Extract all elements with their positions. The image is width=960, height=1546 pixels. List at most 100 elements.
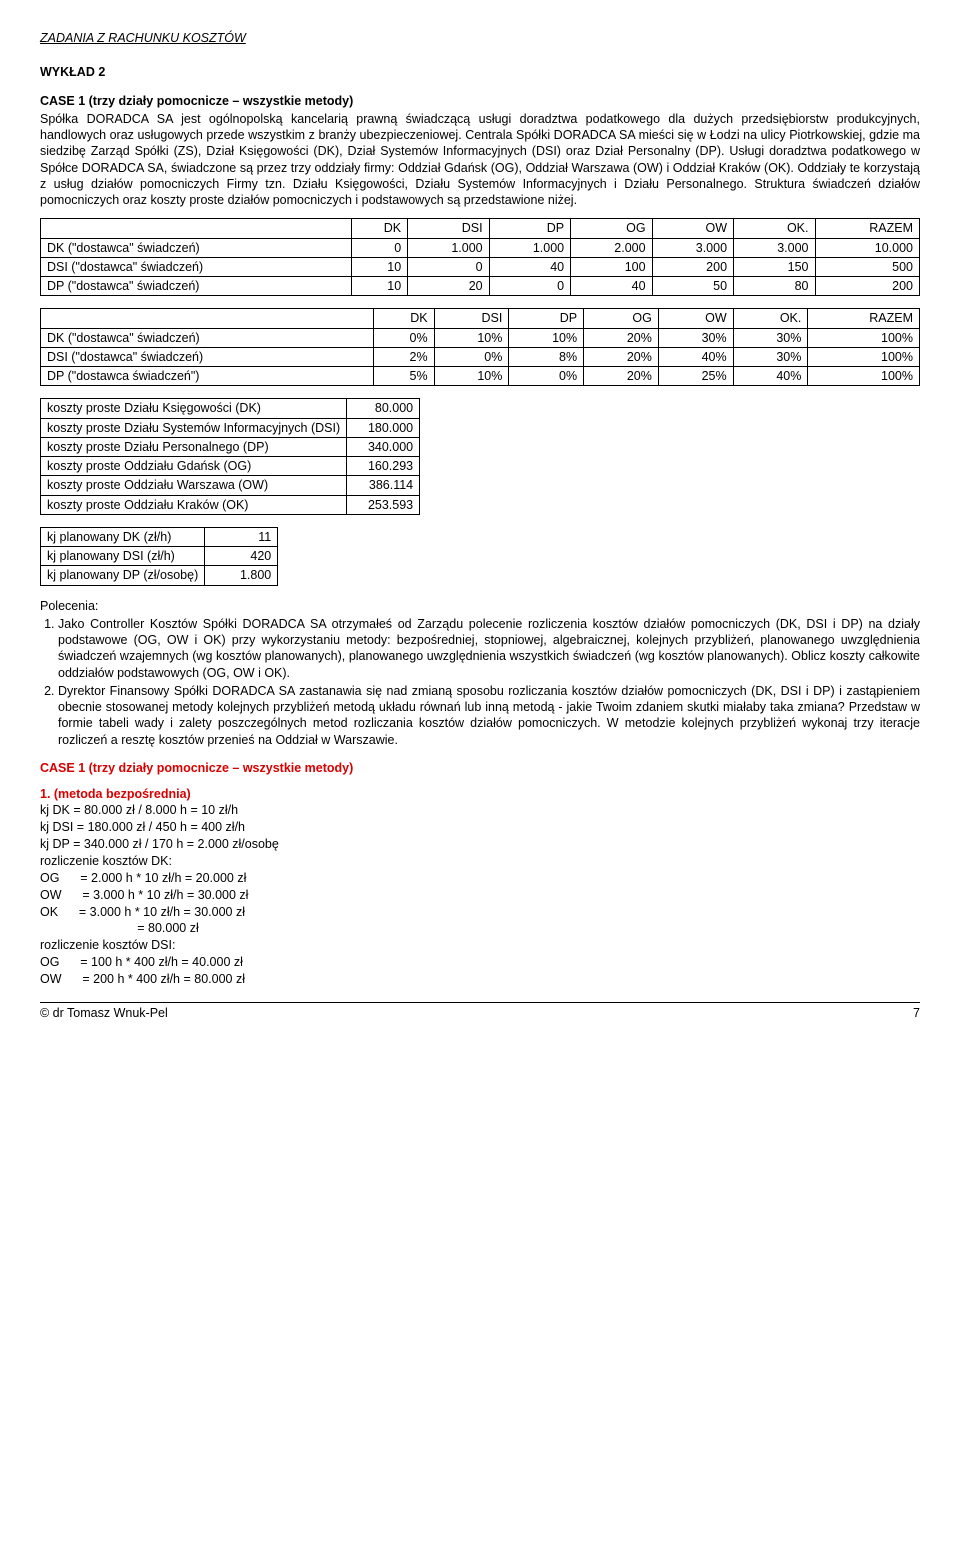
table-row: kj planowany DSI (zł/h)420 <box>41 547 278 566</box>
cell: 2% <box>373 347 434 366</box>
table-kj: kj planowany DK (zł/h)11 kj planowany DS… <box>40 527 278 586</box>
cell: 0% <box>509 367 584 386</box>
table-row: DK ("dostawca" świadczeń) 0 1.000 1.000 … <box>41 238 920 257</box>
cell: 2.000 <box>571 238 652 257</box>
calc-line: kj DSI = 180.000 zł / 450 h = 400 zł/h <box>40 819 920 836</box>
page-footer: © dr Tomasz Wnuk-Pel 7 <box>40 1002 920 1021</box>
table-row: koszty proste Oddziału Kraków (OK)253.59… <box>41 495 420 514</box>
cell: 10% <box>434 367 509 386</box>
row-label: DSI ("dostawca" świadczeń) <box>41 347 374 366</box>
cell: 10.000 <box>815 238 920 257</box>
th-og: OG <box>584 309 659 328</box>
th-blank <box>41 219 352 238</box>
cell: 3.000 <box>734 238 815 257</box>
cost-label: koszty proste Działu Systemów Informacyj… <box>41 418 347 437</box>
cell: 200 <box>652 257 733 276</box>
polecenia-label: Polecenia: <box>40 598 920 614</box>
cell: 30% <box>658 328 733 347</box>
row-label: DP ("dostawca świadczeń") <box>41 367 374 386</box>
footer-author: © dr Tomasz Wnuk-Pel <box>40 1005 168 1021</box>
cell: 10 <box>352 277 408 296</box>
table-percent: DK DSI DP OG OW OK. RAZEM DK ("dostawca"… <box>40 308 920 386</box>
row-label: DK ("dostawca" świadczeń) <box>41 238 352 257</box>
table-row: DSI ("dostawca" świadczeń) 10 0 40 100 2… <box>41 257 920 276</box>
calc-line: kj DP = 340.000 zł / 170 h = 2.000 zł/os… <box>40 836 920 853</box>
cell: 20% <box>584 347 659 366</box>
calc-line: OW = 3.000 h * 10 zł/h = 30.000 zł <box>40 887 920 904</box>
footer-page-number: 7 <box>913 1005 920 1021</box>
cell: 1.000 <box>489 238 570 257</box>
cell: 100 <box>571 257 652 276</box>
th-razem: RAZEM <box>808 309 920 328</box>
calc-line: kj DK = 80.000 zł / 8.000 h = 10 zł/h <box>40 802 920 819</box>
kj-value: 420 <box>205 547 278 566</box>
th-ow: OW <box>652 219 733 238</box>
cell: 0% <box>373 328 434 347</box>
cell: 1.000 <box>408 238 489 257</box>
table-row: DK ("dostawca" świadczeń) 0% 10% 10% 20%… <box>41 328 920 347</box>
table-row: koszty proste Działu Personalnego (DP)34… <box>41 437 420 456</box>
cell: 40 <box>489 257 570 276</box>
cell: 40 <box>571 277 652 296</box>
polecenie-item: Jako Controller Kosztów Spółki DORADCA S… <box>58 616 920 681</box>
cost-label: koszty proste Oddziału Gdańsk (OG) <box>41 457 347 476</box>
method-title: 1. (metoda bezpośrednia) <box>40 786 920 802</box>
polecenie-item: Dyrektor Finansowy Spółki DORADCA SA zas… <box>58 683 920 748</box>
calc-line: OG = 2.000 h * 10 zł/h = 20.000 zł <box>40 870 920 887</box>
table-row: kj planowany DP (zł/osobę)1.800 <box>41 566 278 585</box>
table-absolute: DK DSI DP OG OW OK. RAZEM DK ("dostawca"… <box>40 218 920 296</box>
kj-value: 1.800 <box>205 566 278 585</box>
cell: 0 <box>489 277 570 296</box>
th-dp: DP <box>489 219 570 238</box>
cell: 0 <box>408 257 489 276</box>
cost-value: 253.593 <box>347 495 420 514</box>
cell: 40% <box>658 347 733 366</box>
cell: 100% <box>808 367 920 386</box>
table-row: DP ("dostawca" świadczeń) 10 20 0 40 50 … <box>41 277 920 296</box>
row-label: DP ("dostawca" świadczeń) <box>41 277 352 296</box>
lecture-title: WYKŁAD 2 <box>40 64 920 80</box>
th-dsi: DSI <box>408 219 489 238</box>
cell: 10 <box>352 257 408 276</box>
kj-label: kj planowany DSI (zł/h) <box>41 547 205 566</box>
row-label: DK ("dostawca" świadczeń) <box>41 328 374 347</box>
document-header: ZADANIA Z RACHUNKU KOSZTÓW <box>40 30 920 46</box>
table-row: koszty proste Oddziału Warszawa (OW)386.… <box>41 476 420 495</box>
polecenia-list: Jako Controller Kosztów Spółki DORADCA S… <box>40 616 920 748</box>
table-row: koszty proste Działu Księgowości (DK)80.… <box>41 399 420 418</box>
table-costs: koszty proste Działu Księgowości (DK)80.… <box>40 398 420 515</box>
th-blank <box>41 309 374 328</box>
calc-line: OG = 100 h * 400 zł/h = 40.000 zł <box>40 954 920 971</box>
cell: 20% <box>584 367 659 386</box>
cost-value: 160.293 <box>347 457 420 476</box>
kj-label: kj planowany DP (zł/osobę) <box>41 566 205 585</box>
table-header-row: DK DSI DP OG OW OK. RAZEM <box>41 219 920 238</box>
cell: 20 <box>408 277 489 296</box>
cell: 150 <box>734 257 815 276</box>
cell: 80 <box>734 277 815 296</box>
row-label: DSI ("dostawca" świadczeń) <box>41 257 352 276</box>
cost-value: 180.000 <box>347 418 420 437</box>
cell: 200 <box>815 277 920 296</box>
cell: 0 <box>352 238 408 257</box>
table-row: koszty proste Oddziału Gdańsk (OG)160.29… <box>41 457 420 476</box>
th-og: OG <box>571 219 652 238</box>
cost-label: koszty proste Oddziału Warszawa (OW) <box>41 476 347 495</box>
cell: 50 <box>652 277 733 296</box>
th-ok: OK. <box>734 219 815 238</box>
calc-line: rozliczenie kosztów DSI: <box>40 937 920 954</box>
cell: 25% <box>658 367 733 386</box>
calc-line: = 80.000 zł <box>40 920 920 937</box>
th-ok: OK. <box>733 309 808 328</box>
cell: 30% <box>733 328 808 347</box>
cell: 3.000 <box>652 238 733 257</box>
cell: 100% <box>808 328 920 347</box>
th-dsi: DSI <box>434 309 509 328</box>
cell: 30% <box>733 347 808 366</box>
case-title: CASE 1 (trzy działy pomocnicze – wszystk… <box>40 93 920 109</box>
table-row: DSI ("dostawca" świadczeń) 2% 0% 8% 20% … <box>41 347 920 366</box>
cost-label: koszty proste Działu Personalnego (DP) <box>41 437 347 456</box>
th-dk: DK <box>352 219 408 238</box>
cost-value: 340.000 <box>347 437 420 456</box>
cell: 5% <box>373 367 434 386</box>
